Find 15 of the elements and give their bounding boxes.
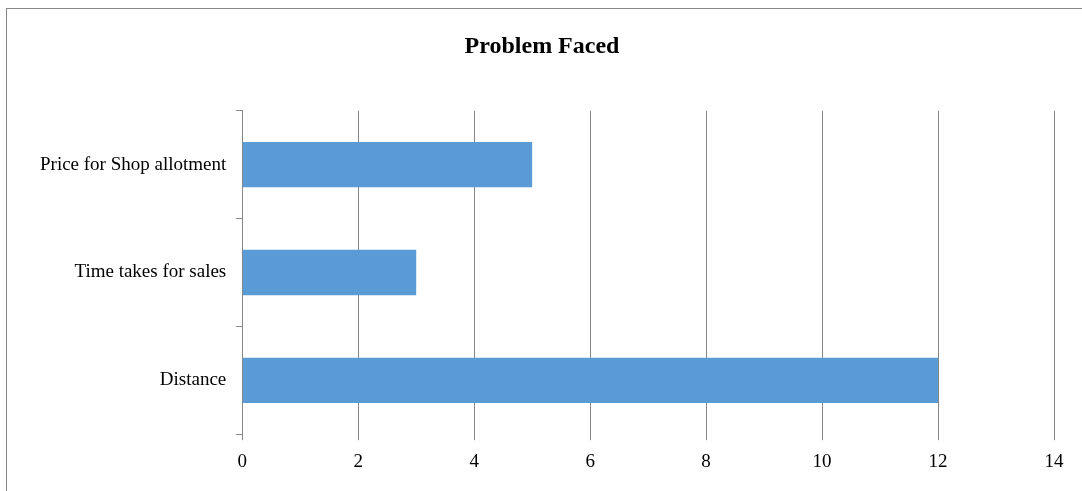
x-tick-label: 4 (469, 449, 480, 471)
x-tick-label: 10 (812, 449, 832, 471)
y-tick-label: Price for Shop allotment (39, 152, 227, 174)
bar (242, 142, 533, 188)
bar (242, 357, 939, 403)
x-tick-label: 2 (353, 449, 363, 471)
y-tick-label: Distance (159, 368, 227, 390)
x-tick-label: 12 (928, 449, 948, 471)
y-tick-label: Time takes for sales (74, 260, 227, 282)
x-tick-label: 14 (1044, 449, 1064, 471)
x-tick-label: 8 (701, 449, 711, 471)
chart-title: Problem Faced (464, 31, 621, 58)
bar (242, 249, 417, 296)
x-tick-label: 0 (237, 449, 248, 471)
x-tick-label: 6 (585, 449, 595, 471)
